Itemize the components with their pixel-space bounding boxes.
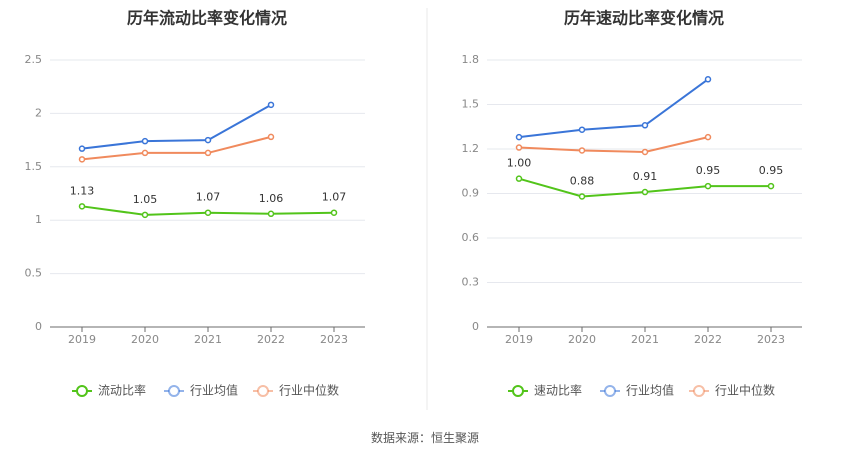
series-industry-median <box>515 133 712 156</box>
series-industry-avg <box>78 101 275 152</box>
x-tick-label: 2023 <box>757 333 785 346</box>
data-label: 1.07 <box>196 191 221 204</box>
data-point <box>515 133 523 141</box>
series-line <box>81 135 272 161</box>
data-point <box>141 211 149 219</box>
data-point <box>515 175 523 182</box>
y-tick-label: 1.5 <box>25 160 43 173</box>
y-tick-label: 2 <box>35 106 42 119</box>
series-industry-median <box>78 133 275 163</box>
data-point <box>704 182 712 190</box>
series-company: 1.13 1.05 1.07 1.06 1.07 <box>70 184 347 219</box>
legend-marker-icon <box>604 385 616 397</box>
series-line <box>81 103 272 150</box>
legend-marker-icon <box>168 385 180 397</box>
legend-label: 行业中位数 <box>715 383 775 398</box>
data-label: 1.13 <box>70 184 95 197</box>
legend-label: 速动比率 <box>534 383 582 398</box>
x-tick-label: 2019 <box>68 333 96 346</box>
y-tick-label: 0.6 <box>462 231 480 244</box>
y-tick-label: 0.3 <box>462 276 480 289</box>
data-point <box>767 182 775 190</box>
legend-item[interactable]: 行业均值 <box>600 383 674 398</box>
data-point <box>704 133 712 141</box>
series-industry-avg <box>515 76 712 141</box>
data-point <box>204 209 212 216</box>
x-tick-label: 2019 <box>505 333 533 346</box>
series-line <box>518 78 709 139</box>
legend-marker-icon <box>76 385 88 397</box>
y-tick-label: 0 <box>472 320 479 333</box>
legend-item[interactable]: 行业中位数 <box>253 383 339 398</box>
series-line <box>518 136 709 153</box>
data-point <box>704 76 712 83</box>
legend: 流动比率 行业均值 行业中位数 <box>72 383 339 398</box>
x-tick-label: 2021 <box>631 333 659 346</box>
data-point <box>578 147 586 154</box>
data-point <box>78 156 86 163</box>
x-tick-label: 2023 <box>320 333 348 346</box>
legend-label: 行业均值 <box>626 383 674 398</box>
legend: 速动比率 行业均值 行业中位数 <box>508 383 775 398</box>
series-company: 1.00 0.88 0.91 0.95 0.95 <box>507 157 784 200</box>
data-point <box>578 193 586 200</box>
data-point <box>267 210 275 218</box>
chart-panel-2: 历年速动比率变化情况 0 0.3 0.6 0.9 1.2 1.5 1.8 2019 2020 202… <box>462 9 802 398</box>
data-point <box>578 126 586 133</box>
x-tick-label: 2022 <box>694 333 722 346</box>
data-source-note: 数据来源：恒生聚源 <box>370 431 479 445</box>
legend-marker-icon <box>257 385 269 397</box>
data-point <box>204 149 212 157</box>
data-point <box>515 144 523 151</box>
data-label: 1.06 <box>259 192 284 205</box>
data-point <box>78 145 86 152</box>
legend-item[interactable]: 行业中位数 <box>689 383 775 398</box>
data-point <box>204 136 212 144</box>
y-tick-label: 1.5 <box>462 98 480 111</box>
legend-label: 行业均值 <box>190 383 238 398</box>
data-label: 0.88 <box>570 174 595 187</box>
legend-item[interactable]: 行业均值 <box>164 383 238 398</box>
chart-title: 历年速动比率变化情况 <box>564 9 724 28</box>
legend-label: 行业中位数 <box>279 383 339 398</box>
y-tick-label: 2.5 <box>25 53 43 66</box>
legend-label: 流动比率 <box>98 383 146 398</box>
data-label: 1.05 <box>133 193 158 206</box>
chart-title: 历年流动比率变化情况 <box>127 9 287 28</box>
data-point <box>641 188 649 196</box>
y-tick-label: 1.2 <box>462 142 480 155</box>
data-label: 0.95 <box>696 164 721 177</box>
data-point <box>267 101 275 109</box>
chart-panel-1: 历年流动比率变化情况 0 0.5 1 1.5 2 2.5 2019 2020 2021 2022 20… <box>25 9 365 398</box>
x-tick-label: 2020 <box>568 333 596 346</box>
data-label: 1.07 <box>322 191 347 204</box>
data-point <box>641 122 649 129</box>
y-tick-label: 1 <box>35 213 42 226</box>
data-label: 0.95 <box>759 164 784 177</box>
x-tick-label: 2022 <box>257 333 285 346</box>
legend-marker-icon <box>693 385 705 397</box>
data-point <box>141 149 149 157</box>
y-tick-label: 1.8 <box>462 53 480 66</box>
y-tick-label: 0 <box>35 320 42 333</box>
data-point <box>78 203 86 210</box>
data-point <box>641 148 649 156</box>
data-point <box>330 209 338 216</box>
legend-item[interactable]: 流动比率 <box>72 383 146 398</box>
data-point <box>141 137 149 145</box>
legend-marker-icon <box>512 385 524 397</box>
x-tick-label: 2020 <box>131 333 159 346</box>
data-label: 0.91 <box>633 170 658 183</box>
data-label: 1.00 <box>507 157 532 170</box>
y-tick-label: 0.5 <box>25 267 43 280</box>
data-point <box>267 133 275 141</box>
y-tick-label: 0.9 <box>462 187 480 200</box>
legend-item[interactable]: 速动比率 <box>508 383 582 398</box>
x-tick-label: 2021 <box>194 333 222 346</box>
